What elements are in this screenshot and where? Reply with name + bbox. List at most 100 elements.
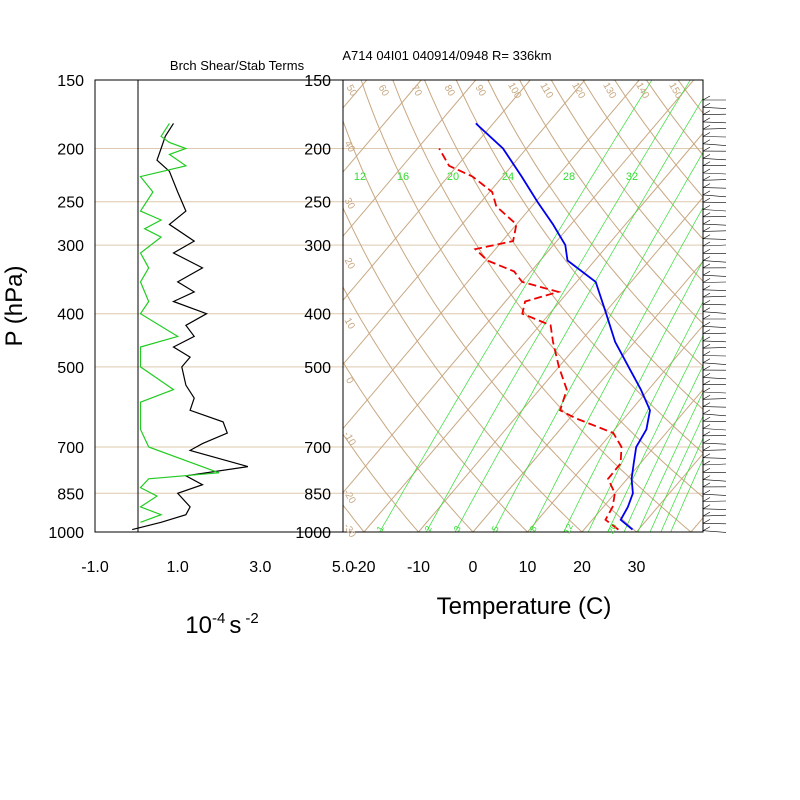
skewt-profiles <box>438 122 651 531</box>
mixing-ratio-line <box>670 458 703 532</box>
left-y-tick: 150 <box>57 73 84 90</box>
wind-barb <box>702 121 727 124</box>
wind-barb <box>702 442 727 445</box>
wind-barb <box>702 158 727 161</box>
mixing-ratio-label: 1 <box>375 524 386 533</box>
skewt-y-tick: 250 <box>304 195 331 212</box>
skewt-isotherm <box>363 132 703 532</box>
mixing-ratio-label: 12 <box>354 171 366 183</box>
wind-barb <box>702 311 727 314</box>
wind-barb <box>702 143 727 146</box>
wind-barb <box>702 377 727 380</box>
mixing-ratio-label: 28 <box>563 171 575 183</box>
skewt-dry-adiabat <box>343 119 638 532</box>
wind-barb-flag <box>702 124 711 130</box>
skewt-dry-adiabat <box>343 433 420 532</box>
wind-barb-flag <box>702 249 711 254</box>
wind-barb-flag <box>702 395 711 400</box>
mixing-ratio-line <box>529 206 703 532</box>
left-y-tick: 700 <box>57 440 84 457</box>
skewt-y-tick: 400 <box>304 307 331 324</box>
wind-barb-flag <box>702 511 711 517</box>
skewt-x-tick: 30 <box>628 559 646 576</box>
wind-barb <box>702 238 727 240</box>
wind-barb-flag <box>702 132 711 137</box>
skewt-dry-adiabat <box>519 80 703 325</box>
skewt-isotherm <box>343 80 695 494</box>
skewt-y-tick: 150 <box>304 73 331 90</box>
skewt-isotherm <box>343 80 640 430</box>
mixing-ratio-line <box>587 301 703 532</box>
wind-barb-flag <box>702 205 711 210</box>
skewt-dry-adiabat <box>698 64 800 544</box>
wind-barb-flag <box>702 343 711 349</box>
wind-barb-flag <box>702 168 711 174</box>
skewt-y-tick-labels: 150 200 250 300 400 500 700 850 1000 <box>295 73 331 542</box>
mixing-ratio-label: 3 <box>452 524 463 533</box>
skewt-x-tick: -10 <box>407 559 430 576</box>
wind-barb-flag <box>702 424 711 429</box>
skewt-dry-adiabat <box>423 80 703 454</box>
left-y-tick: 500 <box>57 360 84 377</box>
skewt-isotherm <box>746 80 800 532</box>
theta-label: 0 <box>343 376 356 387</box>
skewt-isotherm <box>690 517 703 532</box>
theta-label: 10 <box>342 316 357 332</box>
left-x-tick: 5.0 <box>332 559 354 576</box>
left-x-tick-labels: -1.0 1.0 3.0 5.0 <box>81 559 354 576</box>
wind-barb <box>702 508 727 510</box>
skewt-dry-adiabat <box>729 64 800 544</box>
wind-barb <box>702 172 727 175</box>
wind-barbs-column <box>702 95 727 533</box>
wind-barb-flag <box>702 278 711 283</box>
wind-barb-flag <box>702 489 711 495</box>
wind-barb-flag <box>702 365 711 371</box>
left-y-tick: 850 <box>57 486 84 503</box>
wind-barb-flag <box>702 468 711 473</box>
left-y-tick: 200 <box>57 142 84 159</box>
mixing-ratio-line <box>454 97 703 532</box>
wind-barb-flag <box>702 446 711 451</box>
wind-barb <box>702 449 727 451</box>
wind-barb-flag <box>702 387 711 393</box>
skewt-dry-adiabat <box>343 361 474 532</box>
mixing-ratio-line <box>425 80 691 532</box>
wind-barb-flag <box>702 409 711 415</box>
wind-barb-flag <box>702 453 711 458</box>
left-y-tick: 300 <box>57 238 84 255</box>
wind-barb-flag <box>702 197 711 203</box>
wind-barb <box>702 209 727 212</box>
wind-barb <box>702 223 727 226</box>
skewt-dry-adiabat <box>582 80 703 240</box>
skewt-dry-adiabat <box>550 80 703 282</box>
wind-barb <box>702 413 727 417</box>
skewt-y-tick: 500 <box>304 360 331 377</box>
wind-barb <box>702 281 727 283</box>
wind-barb-flag <box>702 519 711 524</box>
wind-barb-flag <box>702 241 711 247</box>
wind-barb-flag <box>702 329 711 334</box>
wind-barb-flag <box>702 438 711 444</box>
wind-barb-flag <box>702 504 711 510</box>
skewt-isotherm <box>527 324 703 532</box>
wind-barb-flag <box>702 300 711 305</box>
wind-barb <box>702 340 727 343</box>
wind-barb-flag <box>702 526 711 531</box>
mixing-ratio-label: 24 <box>502 171 514 183</box>
skewt-plot-frame <box>342 79 704 533</box>
skewt-isotherm <box>343 80 422 173</box>
wind-barb-flag <box>702 270 711 276</box>
skewt-x-axis-label: Temperature (C) <box>437 593 612 620</box>
skewt-panel-title: A714 04I01 040914/0948 R= 336km <box>342 48 551 63</box>
wind-barb <box>702 514 727 517</box>
dewpoint-profile-line <box>438 148 623 531</box>
theta-label: 100 <box>505 81 523 101</box>
wind-barb <box>702 428 727 431</box>
wind-barb-flag <box>702 373 711 378</box>
wind-barb <box>702 457 727 459</box>
wind-barb <box>702 493 727 496</box>
wind-barb-flag <box>702 256 711 261</box>
wind-barb-flag <box>702 161 711 166</box>
skewt-y-tick: 200 <box>304 142 331 159</box>
